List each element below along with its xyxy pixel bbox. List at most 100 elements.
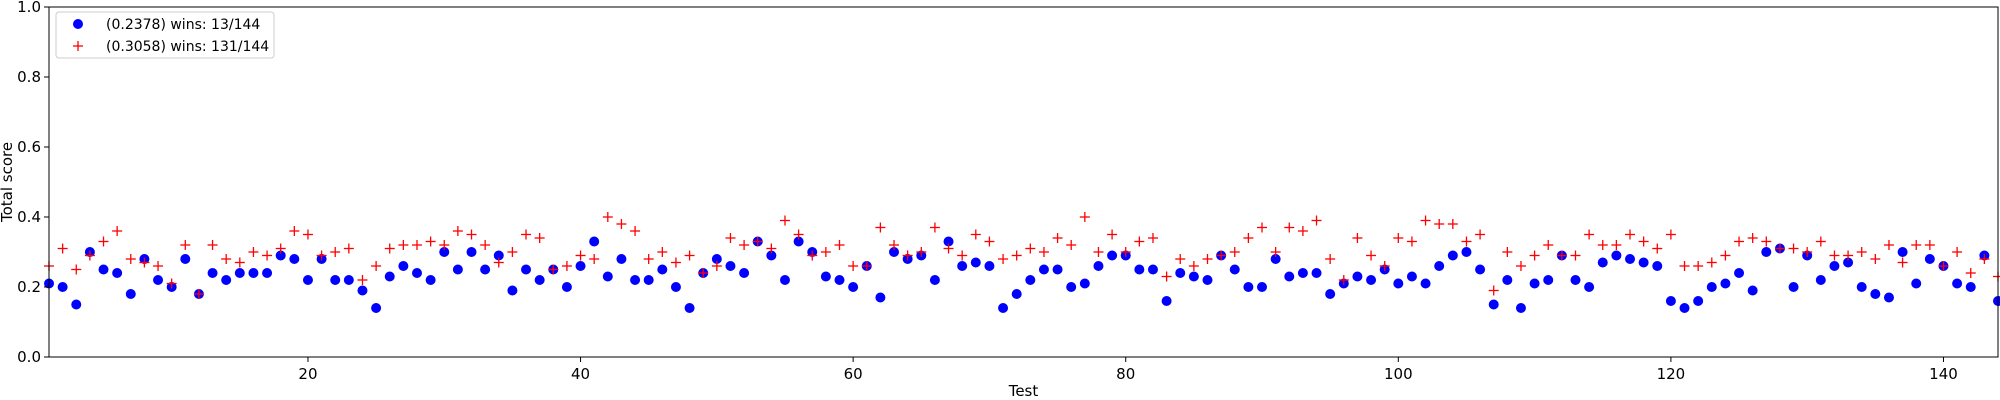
data-point [1447,219,1458,229]
data-point [1311,215,1322,226]
data-point [916,247,927,257]
data-point [1188,271,1199,282]
data-point [1679,261,1690,271]
data-point [1025,243,1036,254]
data-point [630,226,641,236]
data-point [807,250,818,261]
data-point [1665,229,1676,240]
data-point [1461,247,1472,257]
legend: (0.2378) wins: 13/144 (0.3058) wins: 131… [55,11,275,59]
data-point [1229,247,1240,257]
data-point [1420,215,1431,226]
data-point [1052,233,1063,243]
data-point [1597,257,1608,268]
data-point [684,250,695,261]
data-point [452,226,463,236]
data-point [425,236,436,247]
axes-frame [48,6,1999,358]
data-point [1079,278,1090,289]
data-point [1175,254,1186,264]
data-point [84,250,95,261]
data-point [1843,257,1854,268]
data-point [1134,236,1145,247]
data-point [98,264,109,275]
y-axis-ticks: 0.0 0.2 0.4 0.6 0.8 1.0 [17,0,49,366]
data-point [234,257,245,268]
data-point [779,215,790,226]
data-point [1815,275,1826,285]
data-point [207,240,218,250]
data-point [112,226,123,236]
data-point [1311,268,1322,278]
data-point [548,264,559,275]
data-point [793,236,804,247]
data-point [1393,278,1404,289]
data-point [725,233,736,243]
data-point [112,268,123,278]
data-point [384,271,395,282]
data-point [820,271,831,282]
data-point [725,261,736,271]
data-point [1107,229,1118,240]
data-point [480,264,491,275]
data-point [1134,264,1145,275]
data-point [1379,261,1390,271]
data-point [1093,261,1104,271]
data-point [602,212,613,222]
data-point [1038,247,1049,257]
x-tick-label: 120 [1657,365,1686,383]
data-point [425,275,436,285]
data-point [1652,243,1663,254]
data-point [1420,278,1431,289]
data-point [1352,271,1363,282]
data-point [1774,243,1785,254]
data-point [1011,289,1022,299]
data-point [1270,247,1281,257]
data-point [275,243,286,254]
data-point [998,254,1009,264]
data-point [1679,303,1690,313]
data-point [1665,296,1676,306]
data-point [834,240,845,250]
plot-area [44,212,2000,313]
data-point [1856,282,1867,292]
data-point [221,275,232,285]
data-point [1366,275,1377,285]
data-point [1461,236,1472,247]
x-axis-ticks: 20 40 60 80 100 120 140 [298,357,1958,383]
data-point [1161,296,1172,306]
data-point [1161,271,1172,282]
y-tick-label: 1.0 [17,0,41,16]
data-point [1475,229,1486,240]
data-point [125,289,136,299]
data-point [1638,236,1649,247]
data-point [575,261,586,271]
data-point [1638,257,1649,268]
data-point [1611,240,1622,250]
data-point [1570,250,1581,261]
data-point [1529,250,1540,261]
data-point [1611,250,1622,261]
data-point [1870,254,1881,264]
data-point [1965,282,1976,292]
data-point [670,282,681,292]
data-point [343,275,354,285]
legend-plus-glyph [73,41,83,51]
data-point [466,229,477,240]
data-point [1625,254,1636,264]
data-point [957,261,968,271]
data-point [589,254,600,264]
data-point [561,261,572,271]
data-point [248,247,259,257]
data-point [766,250,777,261]
x-tick-label: 40 [571,365,590,383]
data-point [357,275,368,285]
x-tick-label: 20 [298,365,317,383]
data-point [480,240,491,250]
data-point [1216,250,1227,261]
data-point [1297,268,1308,278]
data-point [1720,278,1731,289]
data-point [1788,243,1799,254]
data-point [262,268,273,278]
data-point [752,236,763,247]
